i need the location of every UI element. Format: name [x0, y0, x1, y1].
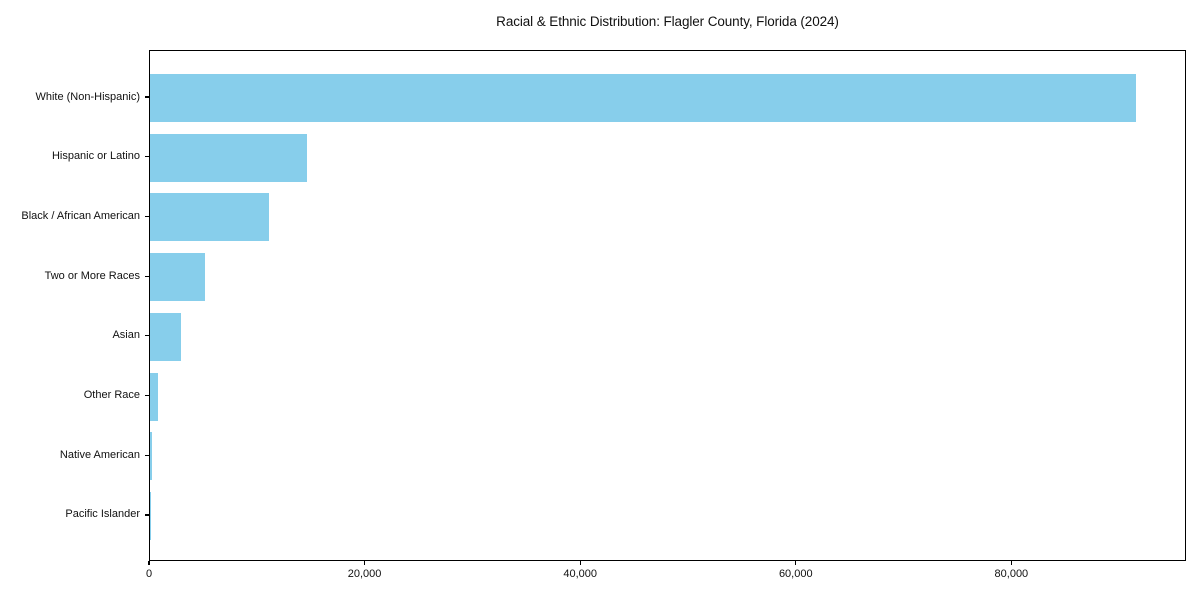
y-tick-mark: [145, 96, 149, 98]
x-tick-mark: [1010, 561, 1012, 565]
y-tick-mark: [145, 275, 149, 277]
y-axis-label: Pacific Islander: [65, 508, 140, 521]
bar-two-or-more-races: [150, 253, 205, 302]
bar-pacific-islander: [150, 491, 151, 540]
x-tick-mark: [363, 561, 366, 565]
y-tick-mark: [145, 514, 149, 516]
y-axis-label: Asian: [112, 329, 140, 342]
y-axis-label: Two or More Races: [44, 269, 140, 282]
x-tick-label: 20,000: [347, 568, 382, 580]
x-tick-mark: [579, 561, 581, 565]
x-tick-label: 0: [145, 568, 153, 580]
x-tick-label: 80,000: [994, 568, 1029, 580]
y-tick-mark: [145, 394, 149, 397]
x-tick-mark: [148, 561, 150, 565]
bar-asian: [150, 312, 182, 361]
y-tick-mark: [145, 156, 149, 158]
y-tick-mark: [145, 335, 149, 337]
bar-other-race: [150, 372, 159, 421]
plot-area: [149, 50, 1186, 561]
x-tick-label: 40,000: [563, 568, 597, 580]
bar-hispanic-or-latino: [150, 133, 308, 182]
y-axis-label: Black / African American: [21, 209, 140, 222]
x-tick-label: 60,000: [778, 568, 813, 580]
y-tick-mark: [145, 454, 149, 456]
x-tick-mark: [795, 561, 797, 565]
chart-title: Racial & Ethnic Distribution: Flagler Co…: [496, 14, 839, 29]
y-axis-label: Other Race: [83, 389, 140, 402]
bar-black-african-american: [150, 193, 269, 242]
y-axis-label: White (Non-Hispanic): [35, 90, 140, 103]
y-axis-label: Native American: [59, 448, 140, 461]
y-axis-label: Hispanic or Latino: [51, 150, 140, 163]
y-tick-mark: [145, 215, 149, 217]
bar-white-non-hispanic: [150, 74, 1137, 122]
bar-native-american: [150, 432, 152, 481]
